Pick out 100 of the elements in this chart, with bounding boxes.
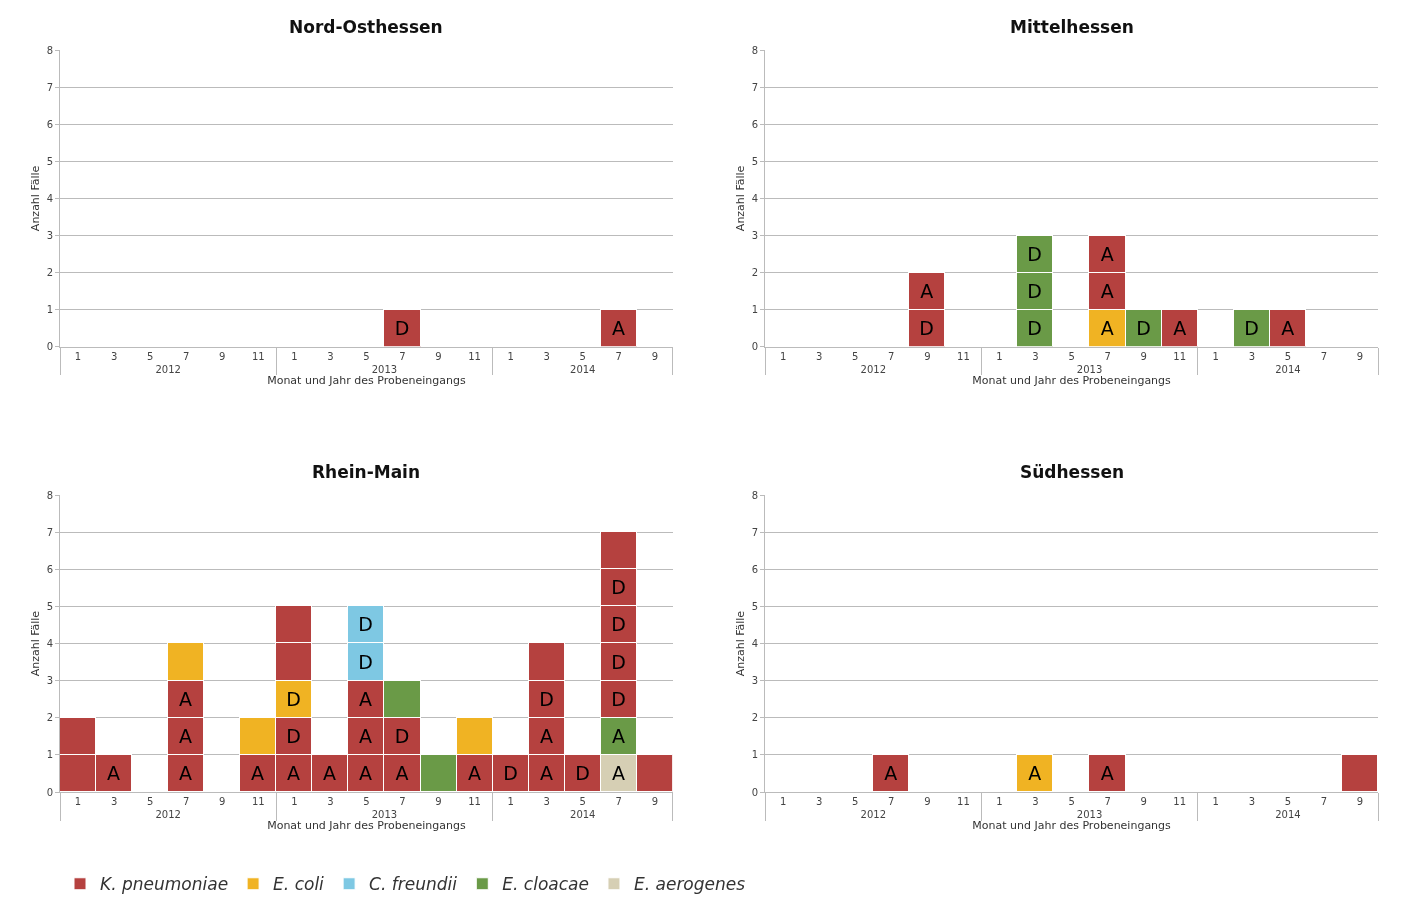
x-tick-label: 1 <box>74 350 82 362</box>
x-tick-label: 3 <box>327 796 334 807</box>
y-tick-label: 8 <box>46 44 53 56</box>
x-tick-label: 5 <box>1068 796 1075 807</box>
y-tick-label: 4 <box>46 192 53 204</box>
data-label: A <box>179 725 192 748</box>
chart-title: Nord-Osthessen <box>289 17 443 37</box>
y-tick-label: 5 <box>46 601 53 612</box>
x-tick-label: 7 <box>399 796 406 807</box>
x-tick-label: 9 <box>435 796 442 807</box>
data-label: D <box>286 725 301 748</box>
data-label: D <box>611 688 626 711</box>
x-tick-label: 9 <box>435 350 442 362</box>
x-tick-label: 5 <box>1284 350 1292 362</box>
x-tick-label: 9 <box>219 350 226 362</box>
x-tick-label: 7 <box>1320 350 1328 362</box>
x-tick-label: 11 <box>468 350 481 362</box>
y-tick-label: 5 <box>751 601 759 612</box>
y-tick-label: 4 <box>751 638 759 650</box>
x-tick-label: 9 <box>924 350 931 362</box>
text: 2013 <box>371 363 398 375</box>
data-label: A <box>1281 317 1295 339</box>
data-label: D <box>1244 317 1259 339</box>
data-label: D <box>358 650 373 673</box>
text: 2013 <box>371 809 398 820</box>
data-label: A <box>468 762 481 785</box>
data-label: A <box>1028 762 1042 785</box>
data-label: A <box>359 688 372 711</box>
x-axis-title: Monat und Jahr des Probeneingangs <box>972 374 1172 387</box>
legend-label: E. coli <box>273 874 325 895</box>
x-tick-label: 9 <box>924 796 931 807</box>
x-tick-label: 5 <box>852 350 859 362</box>
x-tick-label: 1 <box>996 350 1003 362</box>
x-tick-label: 5 <box>146 796 154 807</box>
x-tick-label: 9 <box>651 796 659 807</box>
x-tick-label: 1 <box>291 350 298 362</box>
y-tick-label: 7 <box>751 526 759 538</box>
x-tick-label: 11 <box>251 796 265 807</box>
chart-title: Südhessen <box>1020 462 1125 482</box>
y-tick-label: 0 <box>751 341 759 353</box>
x-tick-label: 11 <box>957 350 970 362</box>
x-tick-label: 7 <box>615 350 622 362</box>
x-tick-label: 3 <box>1032 350 1039 362</box>
y-tick-label: 1 <box>751 749 759 761</box>
data-label: A <box>179 688 192 711</box>
data-label: A <box>612 725 625 748</box>
legend-label: C. freundii <box>369 874 458 895</box>
data-label: D <box>1136 317 1151 339</box>
x-tick-label: 11 <box>1173 350 1187 362</box>
x-tick-label: 5 <box>852 796 859 807</box>
y-tick-label: 3 <box>46 675 53 687</box>
data-label: A <box>359 762 372 785</box>
y-tick-label: 1 <box>46 304 53 316</box>
legend-label: E. aerogenes <box>633 874 746 895</box>
x-tick-label: 5 <box>363 350 370 362</box>
data-label: A <box>540 762 553 785</box>
x-tick-label: 11 <box>957 796 970 807</box>
y-tick-label: 2 <box>751 267 759 279</box>
x-tick-label: 7 <box>615 796 622 807</box>
x-tick-label: 5 <box>1284 796 1292 807</box>
data-label: A <box>540 725 553 748</box>
x-tick-label: 7 <box>399 350 406 362</box>
y-tick-label: 0 <box>46 341 53 353</box>
x-tick-label: 1 <box>291 796 298 807</box>
data-label: D <box>286 688 301 711</box>
x-axis-title: Monat und Jahr des Probeneingangs <box>267 374 466 387</box>
x-tick-label: 5 <box>363 796 370 807</box>
y-axis-title: Anzahl Fälle <box>734 165 748 232</box>
data-label: A <box>612 317 625 339</box>
x-tick-label: 9 <box>1356 350 1364 362</box>
x-tick-label: 5 <box>579 350 586 362</box>
text: 2012 <box>155 809 181 820</box>
y-tick-label: 3 <box>46 230 53 241</box>
x-tick-label: 1 <box>507 796 514 807</box>
data-label: D <box>1027 243 1042 265</box>
y-axis-title: Anzahl Fälle <box>734 610 748 677</box>
y-tick-label: 1 <box>751 304 759 316</box>
x-tick-label: 11 <box>468 796 481 807</box>
y-tick-label: 2 <box>46 712 53 724</box>
data-label: A <box>920 280 934 302</box>
data-label: A <box>323 762 336 785</box>
text: 2014 <box>570 363 596 375</box>
y-tick-label: 5 <box>751 155 759 167</box>
data-label: A <box>1100 243 1114 265</box>
x-axis-title: Monat und Jahr des Probeneingangs <box>267 819 466 833</box>
x-tick-label: 1 <box>1212 350 1219 362</box>
y-tick-label: 2 <box>46 267 53 279</box>
y-axis-title: Anzahl Fälle <box>29 610 43 677</box>
x-tick-label: 3 <box>110 350 118 362</box>
x-tick-label: 5 <box>146 350 154 362</box>
data-label: A <box>251 762 264 785</box>
y-tick-label: 5 <box>46 155 53 167</box>
data-label: A <box>107 762 120 785</box>
y-tick-label: 0 <box>751 786 759 798</box>
x-tick-label: 1 <box>1212 796 1219 807</box>
x-tick-label: 1 <box>779 796 787 807</box>
data-label: A <box>1100 280 1114 302</box>
legend-label: E. cloacae <box>502 874 589 895</box>
y-tick-label: 7 <box>751 81 759 93</box>
x-tick-label: 1 <box>507 350 514 362</box>
